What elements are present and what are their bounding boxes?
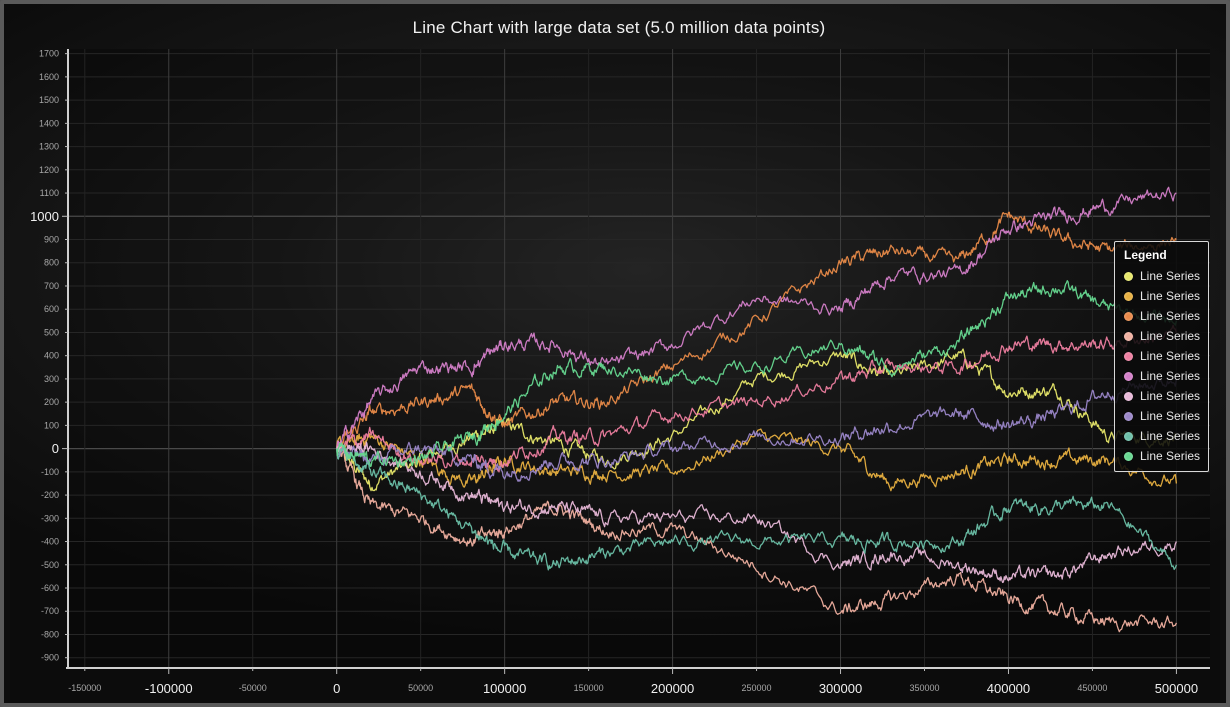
legend-title: Legend <box>1124 248 1167 262</box>
legend-item[interactable]: Line Series <box>1124 286 1208 306</box>
y-tick-label: 1300 <box>39 142 59 152</box>
legend-item[interactable]: Line Series <box>1124 326 1208 346</box>
y-tick-label: 400 <box>44 351 59 361</box>
legend-marker-icon <box>1124 391 1133 401</box>
y-tick-label: -600 <box>41 583 59 593</box>
x-tick-label: 50000 <box>408 683 433 693</box>
legend-marker-icon <box>1124 451 1133 461</box>
legend-label: Line Series <box>1140 389 1201 403</box>
y-tick-label: 1400 <box>39 118 59 128</box>
x-tick-label: -150000 <box>68 683 101 693</box>
legend-marker-icon <box>1124 431 1133 441</box>
x-tick-label: 500000 <box>1155 681 1198 696</box>
y-tick-label: -300 <box>41 513 59 523</box>
x-tick-label: 300000 <box>819 681 862 696</box>
legend-item[interactable]: Line Series <box>1124 426 1208 446</box>
y-tick-label: 700 <box>44 281 59 291</box>
chart-title: Line Chart with large data set (5.0 mill… <box>412 18 826 37</box>
legend-marker-icon <box>1124 331 1133 341</box>
legend-label: Line Series <box>1140 449 1201 463</box>
series-line-6 <box>336 186 1177 449</box>
legend-label: Line Series <box>1140 369 1201 383</box>
x-tick-label: 200000 <box>651 681 694 696</box>
x-tick-label: 150000 <box>574 683 604 693</box>
legend-label: Line Series <box>1140 429 1201 443</box>
x-tick-label: 400000 <box>987 681 1030 696</box>
y-tick-label: -400 <box>41 537 59 547</box>
y-tick-label: 200 <box>44 397 59 407</box>
y-tick-label: 600 <box>44 304 59 314</box>
x-tick-label: 100000 <box>483 681 526 696</box>
y-tick-label: -200 <box>41 490 59 500</box>
y-tick-label: 1500 <box>39 95 59 105</box>
legend: Legend Line Series Line Series Line Series… <box>1114 241 1209 472</box>
series-line-10 <box>336 280 1178 468</box>
legend-label: Line Series <box>1140 329 1201 343</box>
y-tick-label: 0 <box>52 441 59 456</box>
y-tick-label: 1700 <box>39 49 59 59</box>
y-tick-label: -900 <box>41 653 59 663</box>
y-tick-label: 1100 <box>40 188 59 198</box>
legend-label: Line Series <box>1140 349 1201 363</box>
legend-item[interactable]: Line Series <box>1124 266 1208 286</box>
legend-label: Line Series <box>1140 309 1201 323</box>
series-group <box>336 186 1178 633</box>
legend-item[interactable]: Line Series <box>1124 406 1208 426</box>
legend-item[interactable]: Line Series <box>1124 386 1208 406</box>
series-line-2 <box>336 428 1178 492</box>
x-tick-label: 350000 <box>909 683 939 693</box>
y-tick-label: -800 <box>41 629 59 639</box>
line-chart[interactable]: -900 -800 -700 -600 -500 -400 -300 -200 -100 100 2… <box>4 4 1230 707</box>
plot-area <box>68 49 1210 667</box>
x-tick-label: 450000 <box>1077 683 1107 693</box>
legend-item[interactable]: Line Series <box>1124 446 1208 466</box>
y-tick-label: 300 <box>44 374 59 384</box>
series-line-8 <box>336 377 1178 482</box>
y-tick-label: -500 <box>41 560 59 570</box>
series-line-5 <box>336 324 1178 473</box>
legend-marker-icon <box>1124 411 1133 421</box>
y-tick-label: 1200 <box>39 165 59 175</box>
series-line-4 <box>336 440 1177 633</box>
legend-marker-icon <box>1124 291 1133 301</box>
y-tick-label: 800 <box>44 258 59 268</box>
x-tick-label: 250000 <box>742 683 772 693</box>
legend-label: Line Series <box>1140 289 1201 303</box>
y-tick-label: -700 <box>41 606 59 616</box>
y-tick-label: 100 <box>44 420 59 430</box>
x-tick-label: -50000 <box>239 683 267 693</box>
series-line-3 <box>336 211 1177 450</box>
legend-item[interactable]: Line Series <box>1124 306 1208 326</box>
y-tick-label: 500 <box>44 327 59 337</box>
legend-label: Line Series <box>1140 269 1201 283</box>
series-line-9 <box>336 444 1178 571</box>
legend-label: Line Series <box>1140 409 1201 423</box>
legend-item[interactable]: Line Series <box>1124 366 1208 386</box>
legend-marker-icon <box>1124 311 1133 321</box>
legend-marker-icon <box>1124 351 1133 361</box>
x-tick-label: 0 <box>333 681 340 696</box>
y-tick-label: 1000 <box>30 209 59 224</box>
y-tick-label: 1600 <box>39 72 59 82</box>
y-tick-label: -100 <box>41 467 59 477</box>
legend-marker-icon <box>1124 371 1133 381</box>
series-line-7 <box>336 441 1177 584</box>
y-tick-label: 900 <box>44 235 59 245</box>
legend-marker-icon <box>1124 271 1133 281</box>
legend-item[interactable]: Line Series <box>1124 346 1208 366</box>
x-tick-label: -100000 <box>145 681 193 696</box>
